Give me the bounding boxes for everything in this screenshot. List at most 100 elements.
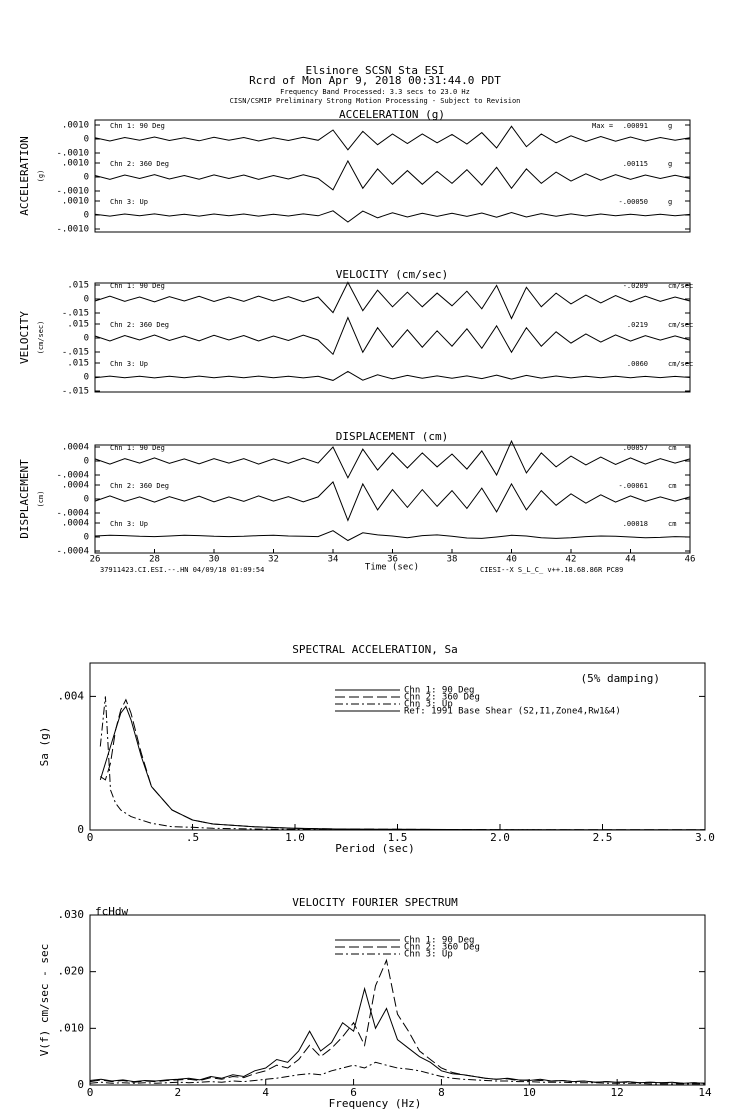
chart-title: SPECTRAL ACCELERATION, Sa bbox=[292, 643, 458, 656]
y-tick-label: 0 bbox=[84, 295, 89, 305]
y-tick-label: -.0010 bbox=[56, 187, 89, 197]
x-tick-label: 8 bbox=[438, 1086, 445, 1099]
x-tick-label: 34 bbox=[328, 555, 339, 565]
peak-unit: cm/sec bbox=[668, 360, 693, 368]
panel-frame bbox=[94, 282, 691, 393]
header-record: Rcrd of Mon Apr 9, 2018 00:31:44.0 PDT bbox=[249, 74, 501, 87]
y-tick-label: -.015 bbox=[62, 387, 89, 397]
y-tick-label: 0 bbox=[84, 373, 89, 383]
y-tick-label: .0010 bbox=[62, 159, 89, 169]
trace bbox=[94, 281, 691, 320]
trace bbox=[94, 530, 691, 542]
y-tick-label: 0 bbox=[84, 533, 89, 543]
series-line bbox=[99, 705, 705, 831]
legend-label: Chn 2: 360 Deg bbox=[404, 693, 480, 703]
y-tick-label: 0 bbox=[84, 173, 89, 183]
x-tick-label: 46 bbox=[685, 555, 696, 565]
x-tick-label: 0 bbox=[87, 1086, 94, 1099]
x-tick-label: 36 bbox=[387, 555, 398, 565]
header-station: Elsinore SCSN Sta ESI bbox=[305, 64, 444, 77]
peak-unit: cm bbox=[668, 482, 676, 490]
panel-yunit: (g) bbox=[37, 170, 45, 183]
x-tick-label: 30 bbox=[209, 555, 220, 565]
y-tick-label: .0004 bbox=[62, 443, 89, 453]
y-tick-label: -.015 bbox=[62, 309, 89, 319]
peak-unit: g bbox=[668, 122, 672, 130]
trace bbox=[94, 125, 691, 151]
y-tick-label: 0 bbox=[84, 211, 89, 221]
y-tick-label: .0010 bbox=[62, 197, 89, 207]
trace bbox=[94, 159, 691, 191]
y-tick-label: 0 bbox=[77, 1078, 84, 1091]
panel-ylabel: ACCELERATION bbox=[18, 136, 31, 215]
chart-note: (5% damping) bbox=[581, 672, 660, 685]
peak-value: .0219 bbox=[627, 321, 648, 329]
y-tick-label: .0010 bbox=[62, 121, 89, 131]
peak-unit: cm/sec bbox=[668, 321, 693, 329]
header-note: CISN/CSMIP Preliminary Strong Motion Pro… bbox=[230, 97, 521, 105]
y-tick-label: .010 bbox=[58, 1021, 85, 1034]
chart-note: fcHdw bbox=[95, 905, 128, 918]
y-tick-label: .0004 bbox=[62, 519, 89, 529]
y-tick-label: 0 bbox=[84, 334, 89, 344]
series-line bbox=[100, 698, 705, 831]
plot-frame bbox=[89, 662, 706, 831]
x-tick-label: 2.5 bbox=[593, 831, 613, 844]
peak-unit: cm bbox=[668, 444, 676, 452]
x-axis-label: Period (sec) bbox=[335, 842, 414, 855]
peak-unit: g bbox=[668, 198, 672, 206]
peak-value: .00057 bbox=[623, 444, 648, 452]
header-band: Frequency Band Processed: 3.3 secs to 23… bbox=[280, 88, 470, 96]
x-tick-label: 3.0 bbox=[695, 831, 715, 844]
legend-label: Chn 3: Up bbox=[404, 950, 453, 960]
panel-title: VELOCITY (cm/sec) bbox=[336, 268, 449, 281]
channel-label: Chn 3: Up bbox=[110, 198, 148, 206]
panel-yunit: (cm/sec) bbox=[37, 321, 45, 355]
y-tick-label: -.0004 bbox=[56, 547, 89, 557]
x-tick-label: 2 bbox=[175, 1086, 182, 1099]
y-tick-label: 0 bbox=[84, 457, 89, 467]
panel-yunit: (cm) bbox=[37, 491, 45, 508]
footer-left: 37911423.CI.ESI.--.HN 04/09/18 01:09:54 bbox=[100, 566, 264, 574]
plot-frame bbox=[89, 914, 706, 1086]
x-tick-label: 4 bbox=[262, 1086, 269, 1099]
series-line bbox=[89, 1061, 705, 1085]
peak-unit: g bbox=[668, 160, 672, 168]
x-tick-label: 40 bbox=[506, 555, 517, 565]
channel-label: Chn 3: Up bbox=[110, 520, 148, 528]
panel-frame bbox=[94, 444, 691, 554]
x-axis-label: Frequency (Hz) bbox=[329, 1097, 422, 1110]
peak-value: .00115 bbox=[623, 160, 648, 168]
legend-label: Chn 1: 90 Deg bbox=[404, 936, 474, 946]
y-tick-label: 0 bbox=[77, 823, 84, 836]
panel-ylabel: VELOCITY bbox=[18, 311, 31, 364]
y-axis-label: Sa (g) bbox=[38, 727, 51, 767]
y-tick-label: -.0010 bbox=[56, 225, 89, 235]
x-tick-label: 42 bbox=[566, 555, 577, 565]
y-tick-label: -.0004 bbox=[56, 509, 89, 519]
legend-label: Chn 1: 90 Deg bbox=[404, 686, 474, 696]
x-tick-label: 26 bbox=[90, 555, 101, 565]
y-tick-label: .020 bbox=[58, 965, 85, 978]
legend-label: Ref: 1991 Base Shear (S2,I1,Zone4,Rw1&4) bbox=[404, 707, 621, 717]
peak-value: .00018 bbox=[623, 520, 648, 528]
x-tick-label: 10 bbox=[523, 1086, 536, 1099]
footer-right: CIESI--X S_L_C_ v++.18.68.86R PC89 bbox=[480, 566, 623, 574]
panel-title: DISPLACEMENT (cm) bbox=[336, 430, 449, 443]
channel-label: Chn 1: 90 Deg bbox=[110, 444, 165, 452]
y-tick-label: -.0004 bbox=[56, 471, 89, 481]
peak-prefix: Max = bbox=[592, 122, 613, 130]
x-axis-label: Time (sec) bbox=[365, 563, 419, 573]
x-tick-label: 1.5 bbox=[388, 831, 408, 844]
x-tick-label: 38 bbox=[447, 555, 458, 565]
chart-title: VELOCITY FOURIER SPECTRUM bbox=[292, 896, 458, 909]
x-tick-label: .5 bbox=[186, 831, 199, 844]
peak-unit: cm bbox=[668, 520, 676, 528]
x-tick-label: 12 bbox=[611, 1086, 624, 1099]
y-tick-label: .015 bbox=[67, 320, 89, 330]
peak-value: .00091 bbox=[623, 122, 648, 130]
peak-value: -.00050 bbox=[618, 198, 648, 206]
channel-label: Chn 2: 360 Deg bbox=[110, 160, 169, 168]
panel-ylabel: DISPLACEMENT bbox=[18, 459, 31, 539]
